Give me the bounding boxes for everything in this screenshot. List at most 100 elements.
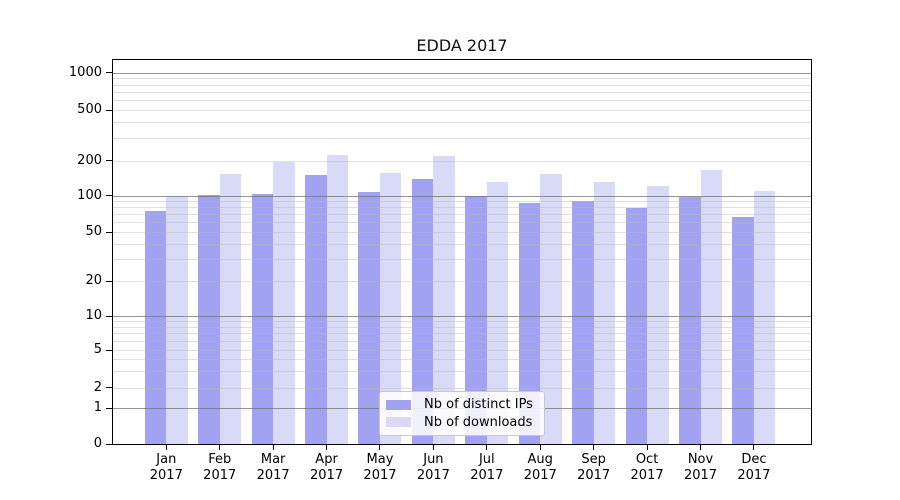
y-tick-mark-200 [106,160,112,162]
bar-distinct-ips-oct [625,207,648,444]
gridline-minor-70 [113,214,811,216]
x-tick-label-aug: Aug 2017 [523,452,557,483]
gridline-minor-5 [113,350,811,351]
x-tick-label-sep: Sep 2017 [577,452,611,483]
bar-downloads-aug [540,174,562,444]
bar-downloads-oct [647,185,669,444]
x-tick-mark-sep [593,445,595,450]
bar-downloads-sep [593,181,616,444]
legend-swatch-downloads [386,417,411,428]
y-tick-label-1000: 1000 [68,64,102,80]
gridline-minor-3 [113,370,811,372]
y-tick-mark-20 [106,280,112,282]
y-tick-mark-500 [106,109,112,111]
y-tick-mark-50 [106,231,112,233]
plot-area [112,59,812,445]
bar-distinct-ips-aug [518,202,541,444]
y-tick-mark-1 [106,407,112,409]
legend: Nb of distinct IPs Nb of downloads [379,391,545,436]
chart-title: EDDA 2017 [416,36,508,55]
x-tick-label-apr: Apr 2017 [310,452,344,483]
gridline-minor-50 [113,232,811,233]
gridline-minor-2 [113,387,811,389]
y-tick-mark-1000 [106,72,112,73]
bar-downloads-feb [219,174,242,444]
gridline-minor-8 [113,326,811,328]
gridline-minor-200 [113,160,811,162]
gridline-minor-60 [113,222,811,224]
gridline-minor-20 [113,281,811,282]
legend-label-distinct-ips: Nb of distinct IPs [424,397,533,413]
x-tick-mark-may [379,445,381,450]
gridline-minor-80 [113,207,811,209]
gridline-minor-30 [113,259,811,261]
y-tick-label-500: 500 [77,102,102,117]
x-tick-label-feb: Feb 2017 [203,452,237,483]
x-tick-label-oct: Oct 2017 [630,452,664,483]
bar-distinct-ips-nov [679,196,701,444]
gridline-minor-9 [113,321,811,323]
gridline-major-100 [113,195,811,197]
bar-downloads-dec [753,191,776,444]
gridline-minor-400 [113,122,811,124]
bar-distinct-ips-apr [305,175,327,444]
bar-distinct-ips-may [358,191,380,444]
x-tick-mark-oct [646,445,648,450]
bar-downloads-jan [166,195,188,444]
x-tick-mark-apr [326,445,328,450]
x-tick-mark-jun [432,445,434,450]
x-tick-label-nov: Nov 2017 [683,452,718,483]
x-tick-mark-jan [165,445,167,450]
y-tick-label-50: 50 [85,224,102,239]
y-tick-label-100: 100 [77,187,102,203]
x-tick-label-jan: Jan 2017 [149,452,183,483]
gridline-minor-600 [113,100,811,102]
legend-swatch-distinct-ips [386,399,411,410]
legend-item-distinct-ips: Nb of distinct IPs [386,396,538,413]
y-tick-mark-2 [106,387,112,388]
gridline-minor-6 [113,341,811,343]
gridline-minor-500 [113,110,811,111]
bar-distinct-ips-jul [465,195,487,444]
x-tick-mark-nov [700,445,701,450]
x-tick-mark-jul [486,445,488,450]
y-tick-label-5: 5 [93,342,102,357]
x-tick-label-may: May 2017 [363,452,397,483]
bar-downloads-jul [486,182,509,444]
y-tick-label-0: 0 [93,436,102,451]
bars-layer [113,60,811,444]
x-tick-mark-aug [539,445,541,450]
y-tick-mark-5 [106,349,112,351]
legend-label-downloads: Nb of downloads [424,414,533,430]
x-tick-label-dec: Dec 2017 [737,452,771,483]
gridline-minor-7 [113,333,811,335]
y-tick-mark-100 [106,195,112,196]
legend-item-downloads: Nb of downloads [386,414,538,431]
x-tick-mark-feb [219,445,221,450]
bar-downloads-apr [326,154,349,444]
gridline-minor-40 [113,243,811,245]
bar-distinct-ips-mar [251,194,274,444]
y-tick-label-2: 2 [93,379,102,395]
bar-downloads-jun [433,156,455,444]
gridline-major-1000 [113,72,811,74]
bar-downloads-may [379,173,402,444]
gridline-minor-700 [113,91,811,93]
x-tick-mark-dec [753,445,755,450]
bar-distinct-ips-jan [144,211,167,444]
gridline-major-10 [113,316,811,317]
gridline-minor-300 [113,138,811,140]
gridline-minor-90 [113,201,811,203]
grid-layer [113,60,811,444]
y-tick-label-10: 10 [85,308,102,323]
y-tick-label-20: 20 [85,273,102,288]
y-tick-mark-10 [106,315,112,317]
bar-distinct-ips-feb [198,194,220,444]
y-tick-label-200: 200 [77,152,102,168]
y-tick-mark-0 [106,443,112,445]
bar-distinct-ips-jun [411,179,434,444]
gridline-minor-800 [113,84,811,86]
x-tick-mark-mar [272,445,274,450]
bar-downloads-nov [700,170,722,444]
